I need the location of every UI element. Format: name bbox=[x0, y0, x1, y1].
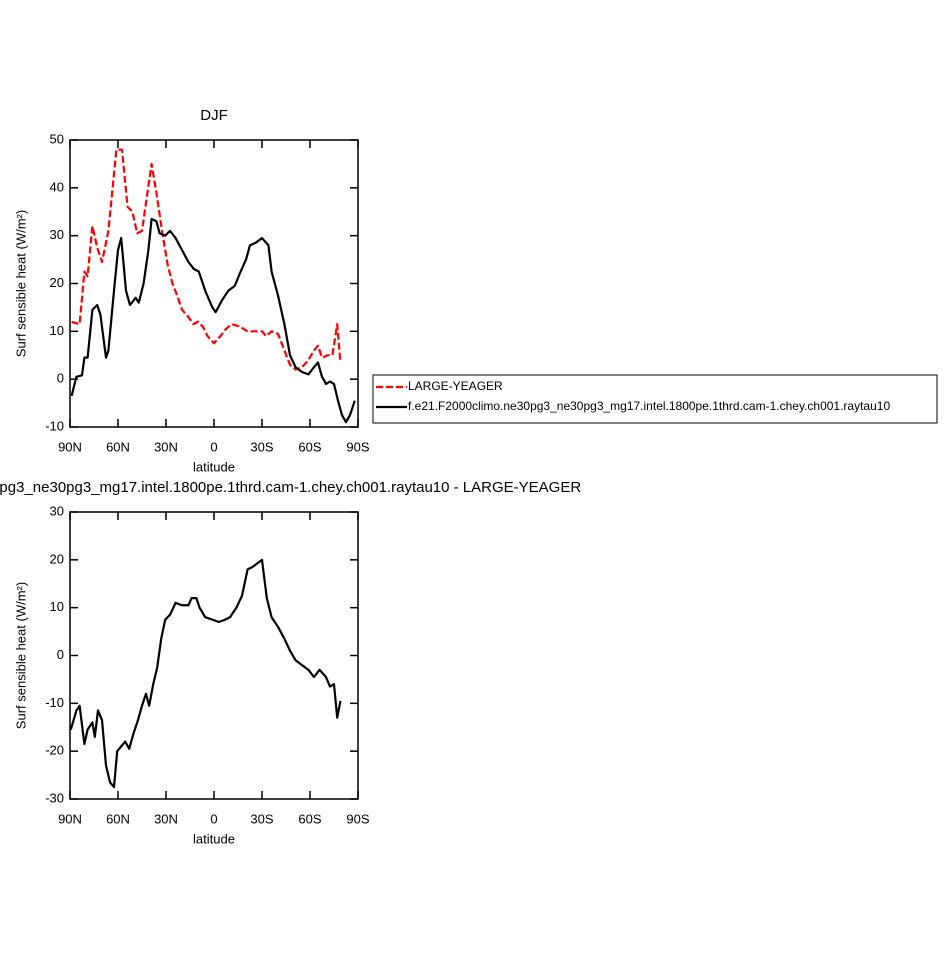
chart-title: DJF bbox=[200, 107, 228, 124]
y-tick-label: -10 bbox=[45, 418, 64, 433]
legend-label: f.e21.F2000climo.ne30pg3_ne30pg3_mg17.in… bbox=[408, 399, 890, 413]
data-line bbox=[71, 148, 342, 371]
y-tick-label: -30 bbox=[45, 790, 64, 805]
y-tick-label: -20 bbox=[45, 743, 64, 758]
y-tick-label: -10 bbox=[45, 695, 64, 710]
x-tick-label: 0 bbox=[210, 439, 217, 454]
y-tick-label: 30 bbox=[50, 227, 64, 242]
x-tick-label: 30N bbox=[154, 811, 178, 826]
y-tick-label: 20 bbox=[50, 551, 64, 566]
chart-title: f.e21.F2000climo.ne30pg3_ne30pg3_mg17.in… bbox=[0, 479, 581, 496]
x-tick-label: 30N bbox=[154, 439, 178, 454]
x-tick-label: 90N bbox=[58, 811, 82, 826]
x-axis-label: latitude bbox=[193, 831, 235, 846]
y-tick-label: 10 bbox=[50, 323, 64, 338]
data-line bbox=[70, 217, 356, 424]
x-tick-label: 90S bbox=[346, 811, 369, 826]
x-tick-label: 60S bbox=[298, 811, 321, 826]
y-tick-label: 20 bbox=[50, 275, 64, 290]
x-tick-label: 30S bbox=[250, 811, 273, 826]
plot-frame bbox=[69, 139, 359, 428]
data-line bbox=[69, 558, 342, 789]
x-tick-label: 0 bbox=[210, 811, 217, 826]
y-axis-label: Surf sensible heat (W/m²) bbox=[13, 582, 28, 729]
legend-box bbox=[372, 374, 938, 424]
x-axis-label: latitude bbox=[193, 459, 235, 474]
x-tick-label: 30S bbox=[250, 439, 273, 454]
x-tick-label: 60N bbox=[106, 811, 130, 826]
x-tick-label: 60S bbox=[298, 439, 321, 454]
y-tick-label: 30 bbox=[50, 503, 64, 518]
y-tick-label: 10 bbox=[50, 599, 64, 614]
x-tick-label: 60N bbox=[106, 439, 130, 454]
x-tick-label: 90N bbox=[58, 439, 82, 454]
plot-frame bbox=[69, 511, 359, 800]
y-tick-label: 50 bbox=[50, 131, 64, 146]
y-tick-label: 0 bbox=[57, 647, 64, 662]
legend-label: LARGE-YEAGER bbox=[408, 379, 503, 393]
y-tick-label: 0 bbox=[57, 371, 64, 386]
x-tick-label: 90S bbox=[346, 439, 369, 454]
y-tick-label: 40 bbox=[50, 179, 64, 194]
y-axis-label: Surf sensible heat (W/m²) bbox=[13, 210, 28, 357]
